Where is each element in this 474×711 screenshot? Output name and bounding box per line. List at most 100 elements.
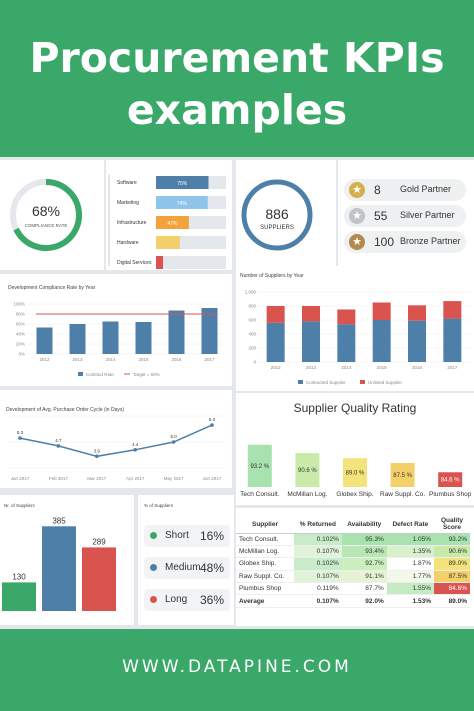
compliance-label: COMPLIANCE RATE <box>25 223 68 228</box>
y-tick-label: 20% <box>16 342 25 347</box>
share-label: Short <box>165 530 189 541</box>
category-bar <box>156 256 163 269</box>
category-label: McMillan Log. <box>287 491 327 498</box>
column-header: Quality Score <box>434 516 470 534</box>
bar-value-label: 289 <box>92 537 106 546</box>
compliance-gauge-card: 68% COMPLIANCE RATE <box>0 160 104 270</box>
quality-table: Supplier % Returned Availability Defect … <box>236 516 470 608</box>
share-dot <box>150 564 157 571</box>
data-label: 4.7 <box>55 438 62 443</box>
chart-title: Nr. of Suppliers <box>4 503 36 508</box>
x-tick-label: 2017 <box>204 357 215 362</box>
category-label: Marketing <box>117 200 139 206</box>
metric-cell: 84.6% <box>434 582 470 596</box>
metric-cell: 89.0% <box>434 557 470 571</box>
bar-value-label: 130 <box>12 572 26 581</box>
silver-star-icon: ★ <box>349 208 365 224</box>
partner-label: Bronze Partner <box>400 236 461 246</box>
legend-label: Contracted Supplier <box>306 380 346 385</box>
category-label: Globex Ship. <box>336 491 373 498</box>
cycle-point <box>56 444 61 448</box>
supplier-count-chart: Nr. of Suppliers 130 385 289 <box>2 503 116 611</box>
y-tick-label: 60% <box>16 322 25 327</box>
partner-label: Silver Partner <box>400 210 455 220</box>
legend-swatch <box>360 380 365 384</box>
metric-cell: 0.102% <box>294 533 342 546</box>
column-header: Supplier <box>236 516 294 534</box>
metric-cell: 87.7% <box>341 582 387 596</box>
metric-cell: 1.77% <box>386 570 434 584</box>
table-body: Tech Consult. 0.102% 95.3% 1.05% 93.2% McMill… <box>236 533 470 608</box>
metric-cell: 0.107% <box>294 570 342 584</box>
supplier-count-bar <box>2 582 36 611</box>
dev-compliance-card: Development Compliance Rate by Year 100%… <box>0 274 232 386</box>
cycle-line <box>19 424 213 458</box>
chart-title: Development of Avg. Purchase Order Cycle… <box>6 407 124 413</box>
x-tick-label: 2014 <box>341 365 352 370</box>
partner-row-gold: ★ 8 Gold Partner <box>344 179 466 201</box>
supplier-cell: Plumbus Shop <box>236 582 294 596</box>
share-value: 36% <box>199 593 224 607</box>
x-tick-label: 2015 <box>138 357 149 362</box>
supplier-count-bar <box>82 547 116 611</box>
data-label: 5.3 <box>17 430 24 435</box>
compliance-bar <box>69 324 86 354</box>
bar-value-label: 90.6 % <box>298 468 317 474</box>
legend-swatch-bar <box>78 372 83 376</box>
average-row: Average 0.107% 92.0% 1.53% 89.0% <box>236 594 470 608</box>
category-bar <box>156 196 208 209</box>
metric-cell: 0.107% <box>294 594 342 608</box>
metric-cell: 0.107% <box>294 545 342 559</box>
hero-title-line2: examples <box>126 86 348 134</box>
compliance-bar <box>102 321 119 354</box>
supplier-share-header: % of Suppliers <box>144 503 174 508</box>
metric-cell: 89.0% <box>434 594 470 608</box>
cycle-point <box>171 440 176 444</box>
legend-label: Unlisted Supplier <box>368 380 403 385</box>
bar-value-label: 74% <box>177 201 188 207</box>
compliance-bar <box>36 327 53 354</box>
x-tick-label: 2016 <box>412 365 423 370</box>
gold-star-icon: ★ <box>349 182 365 198</box>
share-row-medium: Medium 48% <box>144 557 230 579</box>
compliance-bar <box>168 310 185 354</box>
footer-banner: WWW.DATAPINE.COM <box>0 630 474 711</box>
bar-value-label: 89.0 % <box>346 471 365 477</box>
bar-value-label: 87.5 % <box>393 473 412 479</box>
data-label: 4.4 <box>132 442 139 447</box>
metric-cell: 1.05% <box>386 533 434 546</box>
chart-title: % of Suppliers <box>144 503 174 508</box>
x-tick-label: 2016 <box>171 357 182 362</box>
data-label: 5.0 <box>170 434 177 439</box>
quality-title: Supplier Quality Rating <box>294 401 417 415</box>
quality-rating-card: Supplier Quality Rating 93.2 % Tech Consu… <box>236 393 474 505</box>
partner-count: 100 <box>374 235 395 249</box>
x-tick-label: Mar 2017 <box>87 476 107 481</box>
metric-cell: 1.53% <box>386 594 434 608</box>
contracted-bar <box>372 320 391 362</box>
column-header: Availability <box>341 516 387 534</box>
suppliers-by-year-chart: Number of Suppliers by Year 1,000 800 600 4… <box>240 273 470 385</box>
x-tick-label: Jan 2017 <box>11 476 30 481</box>
hero-banner: Procurement KPIs examples <box>0 0 474 155</box>
unlisted-bar <box>408 305 426 321</box>
category-label: Raw Suppl. Co. <box>380 491 425 498</box>
quality-bar <box>438 472 463 487</box>
x-tick-label: Jun 2017 <box>203 476 222 481</box>
contracted-bar <box>443 318 462 362</box>
x-tick-label: Feb 2017 <box>49 476 69 481</box>
x-tick-label: 2015 <box>377 365 388 370</box>
partner-count: 55 <box>374 209 388 223</box>
x-tick-label: 2013 <box>72 357 83 362</box>
quality-bar <box>247 444 272 487</box>
supplier-cell: Raw Suppl. Co. <box>236 570 294 584</box>
compliance-category-card: Software 75% Marketing 74% Infrastructure 47%… <box>106 160 232 270</box>
suppliers-value: 886 <box>265 206 289 222</box>
bar-value-label: 385 <box>52 516 66 525</box>
supplier-cell: Tech Consult. <box>236 533 294 546</box>
supplier-cell: Average <box>236 594 294 608</box>
gauge-fill <box>13 179 82 251</box>
metric-cell: 95.3% <box>341 533 387 546</box>
metric-cell: 0.119% <box>294 582 342 596</box>
